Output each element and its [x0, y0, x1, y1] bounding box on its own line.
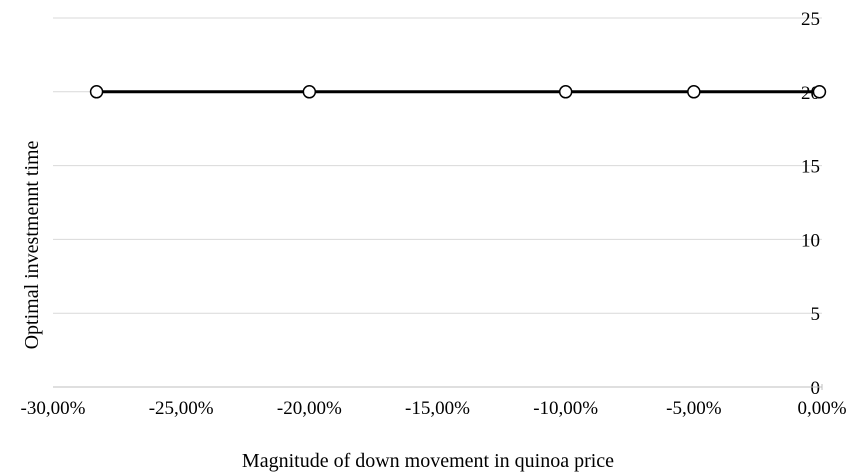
- y-tick-label: 10: [801, 230, 820, 251]
- x-tick-label: -20,00%: [277, 398, 342, 419]
- y-tick-label: 15: [801, 157, 820, 178]
- x-tick-label: 0,00%: [797, 398, 846, 419]
- series-group: [89, 85, 827, 99]
- y-tick-label: 0: [811, 378, 821, 399]
- data-point: [89, 85, 104, 99]
- y-tick-label: 5: [811, 304, 821, 325]
- x-tick-label: -10,00%: [533, 398, 598, 419]
- y-tick-label: 25: [801, 9, 820, 30]
- x-axis-label: Magnitude of down movement in quinoa pri…: [242, 450, 614, 472]
- data-point: [812, 85, 827, 99]
- x-tick-label: -30,00%: [21, 398, 86, 419]
- x-axis: [53, 384, 823, 390]
- data-point: [302, 85, 317, 99]
- x-tick-label: -15,00%: [405, 398, 470, 419]
- y-axis-label: Optimal investmennt time: [21, 140, 43, 349]
- data-point: [558, 85, 573, 99]
- data-point: [687, 85, 701, 99]
- x-tick-labels: -30,00% -25,00% -20,00% -15,00% -10,00% -5,00…: [21, 398, 847, 419]
- gridlines: [53, 17, 822, 314]
- x-tick-label: -5,00%: [666, 398, 722, 419]
- x-tick-label: -25,00%: [149, 398, 214, 419]
